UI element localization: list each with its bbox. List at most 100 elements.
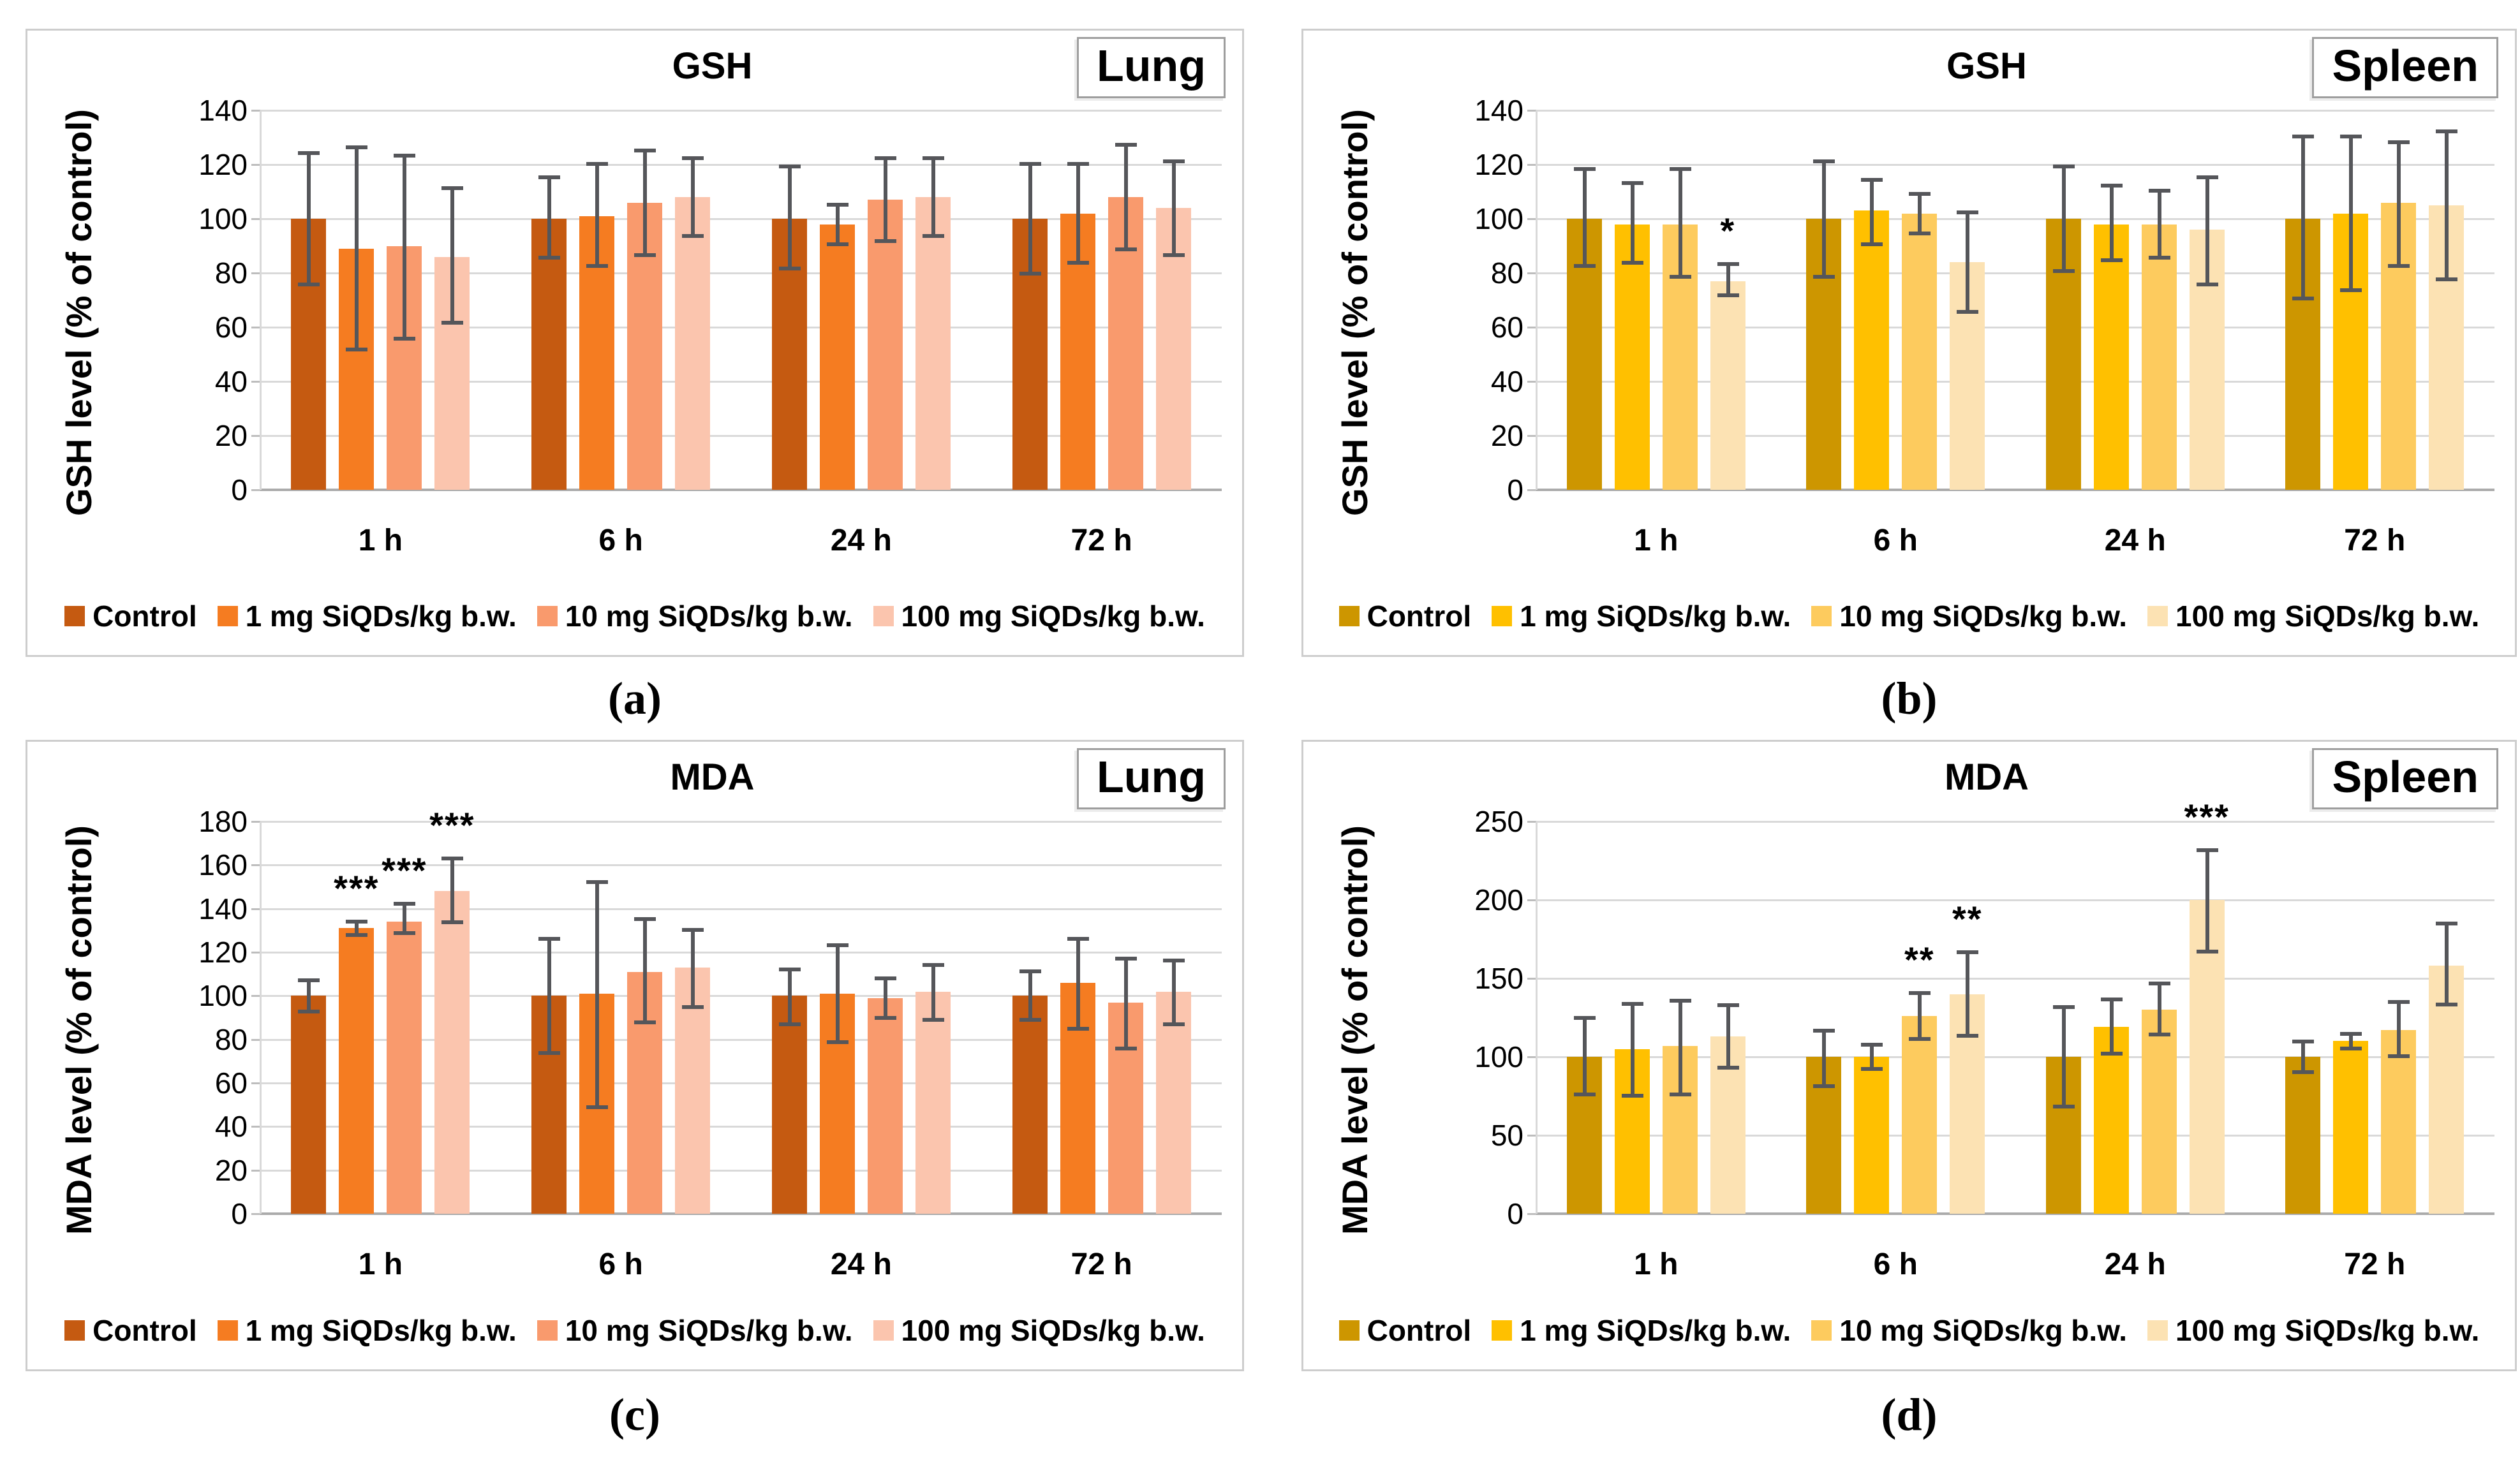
error-bar-cap-top	[826, 203, 849, 207]
error-bar-cap-bottom	[634, 1020, 656, 1024]
error-bar-cap-top	[922, 963, 944, 967]
error-bar-cap-bottom	[345, 933, 367, 937]
error-bar-cap-top	[1908, 991, 1931, 995]
y-tick-mark	[251, 995, 260, 997]
legend-item: 10 mg SiQDs/kg b.w.	[537, 599, 853, 633]
error-bar-cap-bottom	[538, 256, 560, 260]
bar	[2429, 966, 2464, 1214]
chart-title: GSH	[1946, 45, 2027, 87]
error-bar-cap-bottom	[2100, 1052, 2123, 1056]
error-bar	[2396, 1000, 2401, 1058]
gridline	[260, 864, 1222, 866]
gridline	[1536, 272, 2494, 274]
legend-swatch	[2147, 1320, 2168, 1341]
y-tick-mark	[251, 821, 260, 823]
error-bar	[1076, 162, 1080, 265]
x-tick-label: 1 h	[358, 1248, 403, 1281]
error-bar-cap-bottom	[297, 283, 320, 286]
bar	[387, 922, 422, 1214]
gridline	[260, 1126, 1222, 1128]
error-bar-cap-top	[922, 156, 944, 160]
error-bar-cap-bottom	[922, 234, 944, 238]
error-bar-cap-bottom	[1621, 1094, 1643, 1098]
y-axis-line	[260, 821, 262, 1214]
error-bar-cap-top	[634, 149, 656, 152]
organ-badge: Spleen	[2312, 37, 2498, 98]
gridline	[260, 435, 1222, 437]
error-bar-cap-top	[778, 968, 801, 971]
error-bar-cap-bottom	[1717, 293, 1739, 297]
error-bar	[642, 917, 647, 1024]
legend-swatch	[217, 606, 238, 626]
y-tick-label: 140	[198, 94, 248, 127]
legend-item: Control	[64, 599, 197, 633]
legend: Control 1 mg SiQDs/kg b.w. 10 mg SiQDs/kg …	[1303, 599, 2515, 633]
error-bar-cap-bottom	[1669, 275, 1691, 279]
error-bar-cap-bottom	[2100, 258, 2123, 262]
y-tick-mark	[1527, 218, 1536, 220]
legend-label: Control	[1367, 1314, 1472, 1347]
error-bar	[2061, 165, 2066, 273]
error-bar-cap-top	[1067, 162, 1089, 166]
legend-swatch	[1811, 606, 1832, 626]
error-bar-cap-bottom	[1812, 275, 1835, 279]
x-tick-label: 24 h	[2104, 1248, 2166, 1281]
y-tick-mark	[251, 952, 260, 954]
error-bar-cap-bottom	[1573, 264, 1596, 268]
error-bar-cap-bottom	[2387, 1054, 2410, 1058]
error-bar-cap-top	[1717, 262, 1739, 266]
bar	[2142, 225, 2177, 490]
y-tick-mark	[251, 110, 260, 112]
legend-item: 10 mg SiQDs/kg b.w.	[537, 1313, 853, 1348]
legend-swatch	[64, 606, 85, 626]
gridline	[260, 110, 1222, 112]
legend-label: 1 mg SiQDs/kg b.w.	[245, 600, 517, 633]
y-axis-line	[1536, 110, 1538, 490]
error-bar	[883, 976, 887, 1020]
error-bar	[1171, 159, 1176, 257]
legend-item: Control	[1338, 599, 1472, 633]
legend-item: Control	[1338, 1313, 1472, 1348]
error-bar-cap-top	[1860, 178, 1883, 182]
error-bar-cap-top	[2387, 140, 2410, 144]
bar	[1854, 210, 1889, 490]
legend-swatch	[537, 606, 558, 626]
error-bar-cap-top	[2339, 135, 2362, 138]
bar	[291, 996, 326, 1214]
bar	[2142, 1010, 2177, 1214]
error-bar-cap-top	[345, 145, 367, 149]
error-bar-cap-bottom	[1908, 232, 1931, 235]
error-bar	[1821, 159, 1826, 279]
bar	[915, 197, 951, 490]
error-bar-cap-top	[1019, 162, 1041, 166]
gridline	[1536, 381, 2494, 383]
organ-badge: Lung	[1076, 748, 1226, 809]
gridline	[260, 164, 1222, 166]
error-bar	[547, 937, 551, 1055]
error-bar-cap-bottom	[441, 321, 463, 325]
gridline	[1536, 978, 2494, 980]
legend-swatch	[1811, 1320, 1832, 1341]
y-tick-label: 80	[214, 256, 248, 290]
legend-swatch	[873, 606, 894, 626]
legend-label: 10 mg SiQDs/kg b.w.	[1839, 600, 2128, 633]
error-bar-cap-bottom	[1067, 261, 1089, 265]
bar	[820, 225, 855, 490]
legend: Control 1 mg SiQDs/kg b.w. 10 mg SiQDs/kg …	[27, 1313, 1242, 1348]
error-bar-cap-top	[1115, 143, 1137, 147]
x-tick-label: 6 h	[1873, 524, 1918, 557]
x-axis-line	[260, 489, 1222, 491]
error-bar-cap-top	[2100, 184, 2123, 188]
legend-item: 10 mg SiQDs/kg b.w.	[1811, 599, 2127, 633]
gridline	[260, 272, 1222, 274]
legend-label: Control	[1367, 600, 1472, 633]
error-bar-cap-bottom	[538, 1051, 560, 1055]
error-bar	[2157, 982, 2161, 1036]
error-bar	[1965, 950, 1969, 1038]
significance-marker: **	[1904, 939, 1935, 980]
legend-swatch	[64, 1320, 85, 1341]
bar	[434, 891, 470, 1214]
legend-item: 1 mg SiQDs/kg b.w.	[1492, 1313, 1791, 1348]
chart-title: MDA	[1944, 756, 2029, 798]
